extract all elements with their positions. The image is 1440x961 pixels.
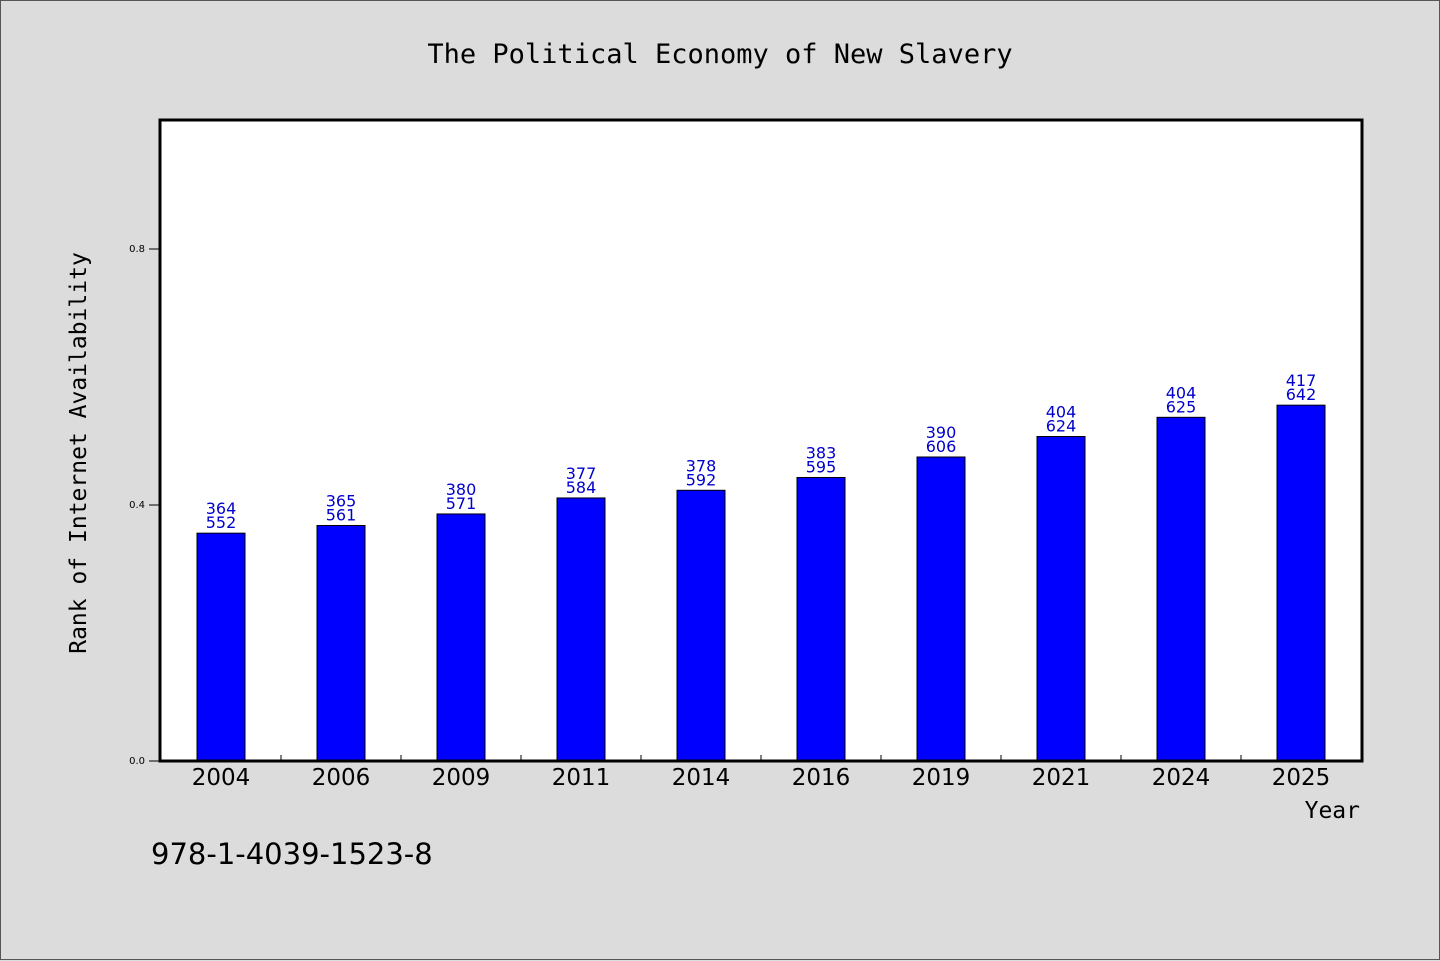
data-label-top-2025: 417 (1286, 371, 1317, 390)
x-axis-title: Year (1305, 798, 1360, 824)
data-label-bottom-2004: 552 (206, 513, 237, 532)
bar-2021 (1036, 436, 1086, 762)
data-label-bottom-2009: 571 (446, 494, 477, 513)
y-tick-label-0.0: 0.0 (129, 756, 145, 767)
bars-layer (196, 404, 1326, 762)
x-tick-label-2025: 2025 (1272, 765, 1331, 791)
bar-2004 (196, 532, 246, 762)
chart-title: The Political Economy of New Slavery (427, 39, 1012, 70)
x-tick-label-2011: 2011 (552, 765, 611, 791)
x-tick-label-2009: 2009 (432, 765, 491, 791)
bar-2019 (916, 456, 966, 762)
data-label-top-2024: 404 (1166, 383, 1197, 402)
x-tick-label-2006: 2006 (312, 765, 371, 791)
bar-2025 (1276, 404, 1326, 762)
y-tick-label-0.4: 0.4 (129, 500, 145, 511)
x-tick-label-2004: 2004 (192, 765, 251, 791)
y-tick-label-0.8: 0.8 (129, 244, 145, 255)
y-axis-title: Rank of Internet Availability (66, 252, 92, 654)
data-label-bottom-2014: 592 (686, 470, 717, 489)
data-label-top-2006: 365 (326, 491, 357, 510)
data-label-bottom-2019: 606 (926, 437, 957, 456)
data-label-bottom-2016: 595 (806, 457, 837, 476)
bar-2009 (436, 513, 486, 762)
x-tick-label-2024: 2024 (1152, 765, 1211, 791)
x-axis: 2004 2006 2009 2011 2014 2016 2019 2021 2024 2025 (192, 755, 1331, 791)
x-tick-label-2019: 2019 (912, 765, 971, 791)
data-label-bottom-2025: 642 (1286, 385, 1317, 404)
data-label-top-2019: 390 (926, 423, 957, 442)
data-label-bottom-2024: 625 (1166, 397, 1197, 416)
x-tick-label-2016: 2016 (792, 765, 851, 791)
y-axis: 0.0 0.4 0.8 (129, 244, 161, 767)
data-label-top-2009: 380 (446, 480, 477, 499)
data-label-top-2011: 377 (566, 464, 597, 483)
data-label-top-2014: 378 (686, 456, 717, 475)
data-label-bottom-2011: 584 (566, 478, 597, 497)
data-label-top-2021: 404 (1046, 403, 1077, 422)
bar-2014 (676, 489, 726, 762)
x-tick-label-2014: 2014 (672, 765, 731, 791)
data-labels-layer: 3645523655613805713775843785923835953906… (206, 371, 1317, 532)
data-label-top-2004: 364 (206, 499, 237, 518)
bar-2024 (1156, 416, 1206, 762)
x-tick-label-2021: 2021 (1032, 765, 1091, 791)
data-label-bottom-2006: 561 (326, 505, 357, 524)
bar-2006 (316, 524, 366, 762)
bar-2011 (556, 497, 606, 762)
data-label-bottom-2021: 624 (1046, 417, 1077, 436)
isbn-text: 978-1-4039-1523-8 (151, 837, 433, 871)
bar-2016 (796, 476, 846, 762)
data-label-top-2016: 383 (806, 443, 837, 462)
